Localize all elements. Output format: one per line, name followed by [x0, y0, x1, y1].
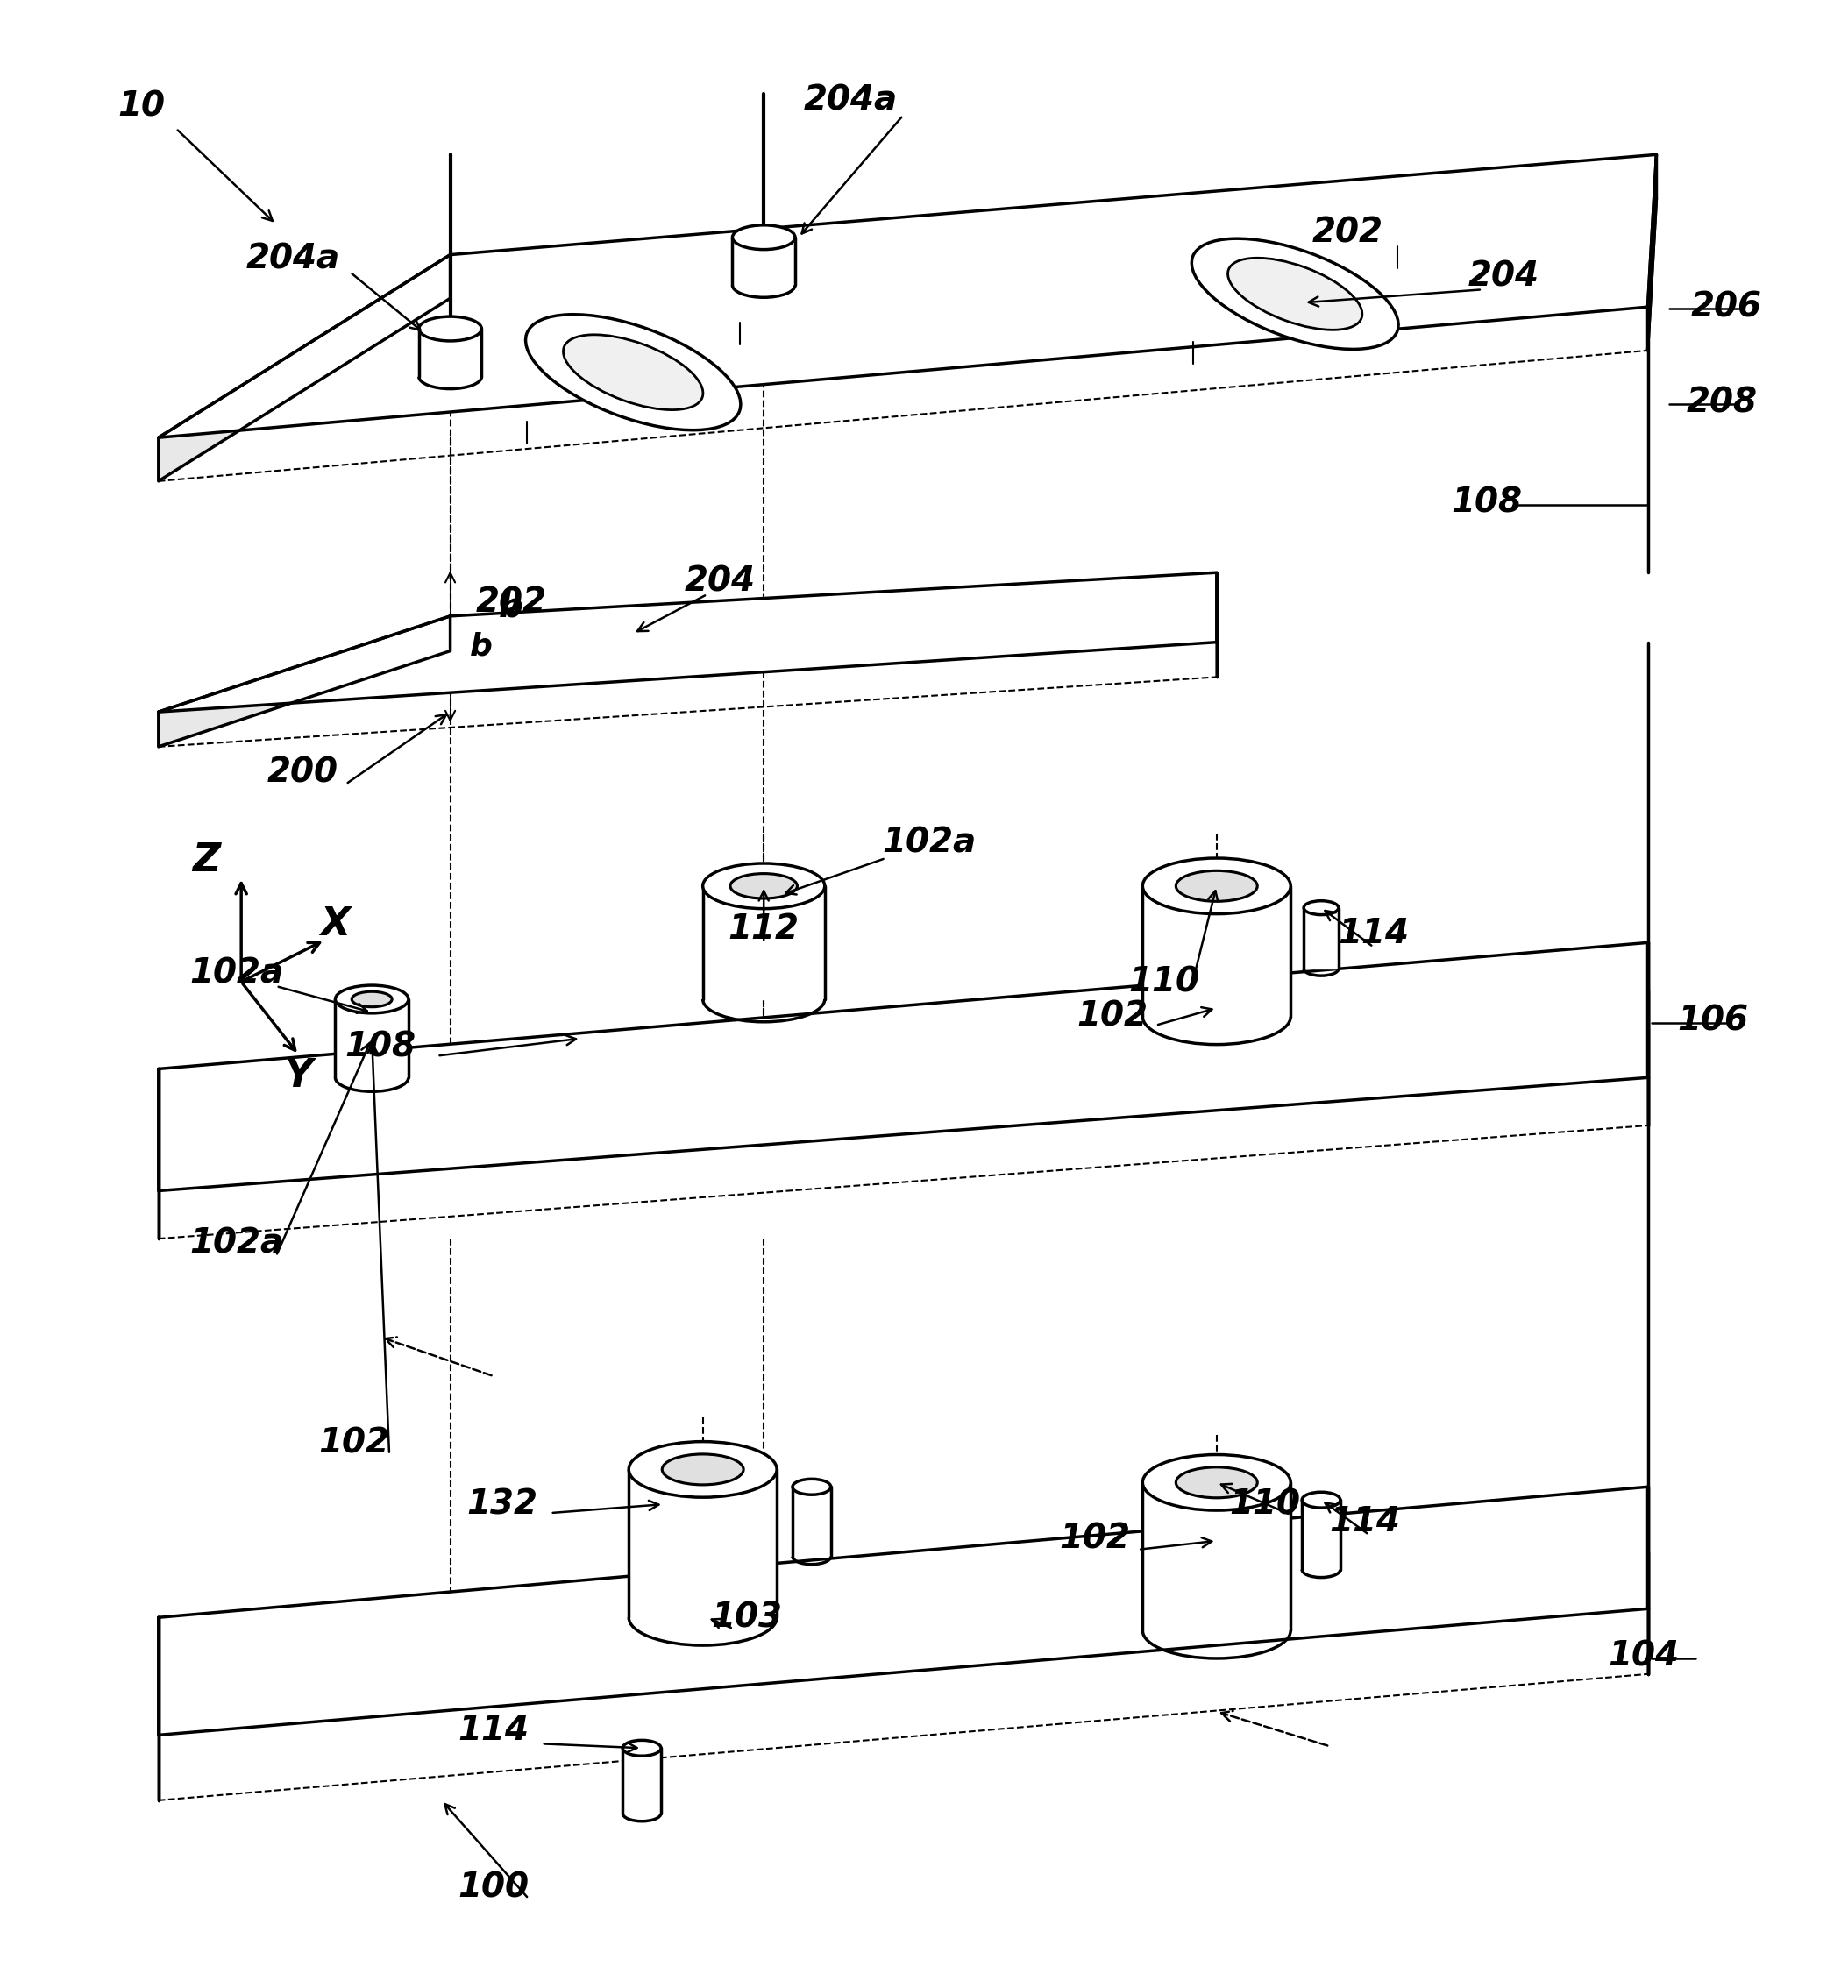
Polygon shape	[702, 887, 824, 1000]
Polygon shape	[159, 616, 451, 747]
Polygon shape	[159, 573, 1216, 712]
Ellipse shape	[564, 334, 702, 410]
Text: Z: Z	[192, 841, 220, 879]
Ellipse shape	[1303, 1493, 1340, 1507]
Ellipse shape	[793, 1479, 832, 1495]
Polygon shape	[1648, 155, 1656, 350]
Text: 114: 114	[1329, 1505, 1401, 1539]
Text: 102a: 102a	[881, 825, 976, 859]
Text: 204: 204	[1469, 260, 1539, 292]
Text: 102: 102	[1059, 1523, 1131, 1557]
Text: 104: 104	[1608, 1640, 1678, 1674]
Ellipse shape	[1303, 901, 1338, 914]
Polygon shape	[793, 1487, 832, 1557]
Text: X: X	[320, 905, 351, 942]
Ellipse shape	[525, 314, 741, 429]
Polygon shape	[623, 1747, 662, 1813]
Polygon shape	[159, 254, 451, 481]
Text: 102: 102	[1077, 1000, 1148, 1034]
Text: b: b	[499, 590, 523, 624]
Ellipse shape	[628, 1441, 776, 1497]
Text: 204a: 204a	[804, 83, 898, 117]
Text: 202: 202	[1312, 217, 1382, 250]
Ellipse shape	[1142, 859, 1290, 914]
Text: 202: 202	[475, 586, 547, 620]
Polygon shape	[1142, 1483, 1290, 1630]
Ellipse shape	[419, 316, 482, 340]
Text: Y: Y	[285, 1058, 312, 1095]
Ellipse shape	[623, 1740, 662, 1755]
Ellipse shape	[1227, 258, 1362, 330]
Text: 100: 100	[458, 1871, 529, 1905]
Text: 102: 102	[320, 1427, 390, 1459]
Text: 206: 206	[1691, 290, 1761, 324]
Polygon shape	[419, 328, 482, 376]
Text: 102a: 102a	[190, 1227, 285, 1260]
Ellipse shape	[662, 1453, 743, 1485]
Text: 110: 110	[1229, 1487, 1299, 1521]
Ellipse shape	[732, 225, 795, 248]
Text: 208: 208	[1685, 386, 1757, 419]
Text: b: b	[469, 632, 492, 662]
Ellipse shape	[1192, 239, 1399, 350]
Ellipse shape	[1175, 1467, 1257, 1497]
Polygon shape	[1303, 1499, 1340, 1571]
Ellipse shape	[334, 986, 408, 1014]
Ellipse shape	[702, 863, 824, 909]
Text: 114: 114	[1338, 916, 1408, 950]
Text: 204a: 204a	[246, 243, 340, 276]
Text: 110: 110	[1129, 964, 1199, 998]
Ellipse shape	[730, 873, 796, 899]
Text: 204: 204	[686, 565, 756, 598]
Text: 106: 106	[1678, 1004, 1748, 1038]
Polygon shape	[628, 1469, 776, 1618]
Text: 108: 108	[1451, 487, 1523, 519]
Text: 103: 103	[711, 1600, 782, 1634]
Ellipse shape	[1142, 1455, 1290, 1511]
Polygon shape	[159, 155, 1656, 437]
Text: 132: 132	[468, 1487, 538, 1521]
Text: 200: 200	[266, 755, 338, 789]
Text: 114: 114	[458, 1714, 529, 1747]
Text: 108: 108	[346, 1030, 416, 1064]
Polygon shape	[159, 1487, 1648, 1736]
Ellipse shape	[1175, 871, 1257, 901]
Polygon shape	[1142, 887, 1290, 1016]
Polygon shape	[334, 1000, 408, 1077]
Polygon shape	[1303, 909, 1338, 968]
Polygon shape	[732, 237, 795, 284]
Text: 112: 112	[728, 912, 800, 946]
Ellipse shape	[351, 992, 392, 1006]
Text: 102a: 102a	[190, 956, 285, 990]
Polygon shape	[159, 942, 1648, 1191]
Text: 10: 10	[118, 89, 164, 123]
